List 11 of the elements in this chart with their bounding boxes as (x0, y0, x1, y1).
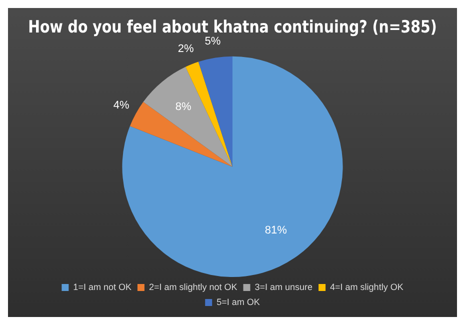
data-label: 4% (113, 100, 130, 112)
legend-label: 1=I am not OK (73, 282, 132, 292)
legend-label: 2=I am slightly not OK (148, 282, 238, 292)
data-label: 81% (264, 224, 288, 237)
chart-title: How do you feel about khatna continuing? (n=385) (28, 16, 437, 37)
data-label: 2% (178, 42, 194, 55)
data-label: 5% (204, 35, 221, 48)
legend-label: 5=I am OK (216, 296, 260, 307)
legend-label: 4=I am slightly OK (330, 282, 404, 292)
data-label: 8% (175, 101, 192, 114)
legend-label: 3=I am unsure (254, 282, 313, 292)
